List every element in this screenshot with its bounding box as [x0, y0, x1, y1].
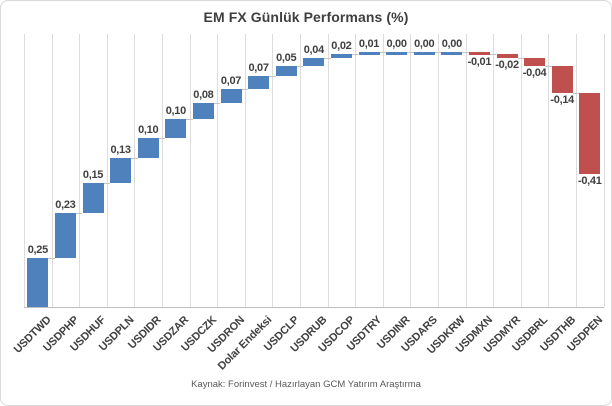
connector-line: [75, 212, 83, 214]
connector-line: [269, 75, 276, 77]
value-label: 0,00: [441, 38, 463, 50]
value-label: 0,00: [414, 38, 435, 50]
connector-line: [517, 57, 525, 59]
x-axis-line: [24, 307, 604, 308]
connector-line: [186, 118, 193, 120]
connector-line: [158, 138, 166, 140]
value-label: 0,05: [276, 51, 297, 64]
waterfall-bar-USDMXN: [468, 52, 490, 55]
gridline: [355, 34, 357, 307]
gridline: [603, 34, 605, 307]
value-label: 0,02: [331, 39, 352, 52]
connector-line: [213, 103, 221, 104]
value-label: 0,07: [220, 75, 242, 88]
value-label: 0,07: [248, 61, 269, 74]
chart-title: EM FX Günlük Performans (%): [203, 9, 409, 25]
waterfall-bar-USDPHP: [54, 212, 76, 258]
waterfall-bar-USDINR: [386, 52, 408, 55]
value-label: 0,10: [165, 104, 187, 117]
connector-line: [379, 52, 387, 53]
gridline: [300, 34, 301, 307]
waterfall-bar-Dolar Endeksi: [248, 75, 270, 90]
gridline: [520, 34, 522, 307]
value-label: -0,02: [495, 58, 519, 71]
gridline: [162, 34, 163, 307]
waterfall-bar-USDRUB: [303, 57, 325, 66]
gridline: [244, 34, 246, 307]
connector-line: [407, 52, 414, 53]
gridline: [493, 34, 495, 307]
waterfall-bar-USDMYR: [496, 53, 518, 58]
value-label: 0,10: [138, 124, 159, 137]
gridline: [24, 34, 25, 307]
value-label: 0,08: [193, 89, 214, 101]
gridline: [382, 34, 384, 307]
connector-line: [489, 53, 497, 55]
waterfall-bar-USDTHB: [551, 65, 573, 94]
connector-line: [131, 157, 138, 159]
gridline: [79, 34, 81, 307]
value-label: 0,13: [110, 143, 131, 156]
waterfall-bar-USDZAR: [165, 118, 187, 139]
connector-line: [48, 257, 55, 259]
gridline: [272, 34, 274, 307]
waterfall-bar-USDHUF: [82, 183, 104, 213]
connector-line: [462, 52, 469, 53]
value-label: -0,01: [467, 56, 492, 68]
waterfall-bar-USDCOP: [330, 53, 352, 58]
gridline: [438, 34, 439, 307]
value-label: 0,01: [358, 38, 380, 50]
gridline: [217, 34, 219, 307]
gridline: [189, 34, 191, 307]
value-label: -0,04: [522, 66, 547, 79]
gridline: [410, 34, 412, 307]
gridline: [106, 34, 108, 307]
waterfall-bar-USDBRL: [524, 57, 546, 66]
gridline: [134, 34, 136, 307]
connector-line: [351, 53, 359, 55]
value-label: 0,00: [386, 38, 407, 50]
connector-line: [103, 183, 111, 185]
gridline: [51, 34, 53, 307]
waterfall-bar-USDTWD: [27, 257, 49, 307]
value-label: -0,41: [578, 174, 602, 187]
connector-line: [324, 57, 331, 59]
waterfall-bar-USDCZK: [192, 103, 214, 119]
gridline: [327, 34, 329, 307]
waterfall-bar-USDCLP: [275, 65, 297, 76]
value-label: 0,04: [303, 43, 325, 56]
connector-line: [241, 89, 249, 91]
connector-line: [545, 65, 552, 67]
waterfall-bar-USDTRY: [358, 52, 380, 55]
value-label: 0,25: [27, 243, 49, 256]
value-label: 0,15: [82, 169, 104, 182]
waterfall-bar-USDIDR: [137, 138, 159, 158]
waterfall-bar-USDPEN: [579, 93, 601, 174]
waterfall-bar-USDPLN: [110, 157, 132, 184]
value-label: 0,23: [55, 198, 76, 211]
gridline: [548, 34, 550, 307]
connector-line: [434, 52, 442, 53]
connector-line: [572, 93, 580, 95]
connector-line: [296, 65, 304, 67]
waterfall-bar-USDKRW: [441, 52, 463, 55]
source-note: Kaynak: Forinvest / Hazırlayan GCM Yatır…: [191, 379, 421, 390]
gridline: [576, 34, 577, 307]
waterfall-bar-USDARS: [413, 52, 435, 55]
gridline: [465, 34, 467, 307]
value-label: -0,14: [550, 94, 574, 107]
waterfall-bar-USDRON: [220, 89, 242, 103]
